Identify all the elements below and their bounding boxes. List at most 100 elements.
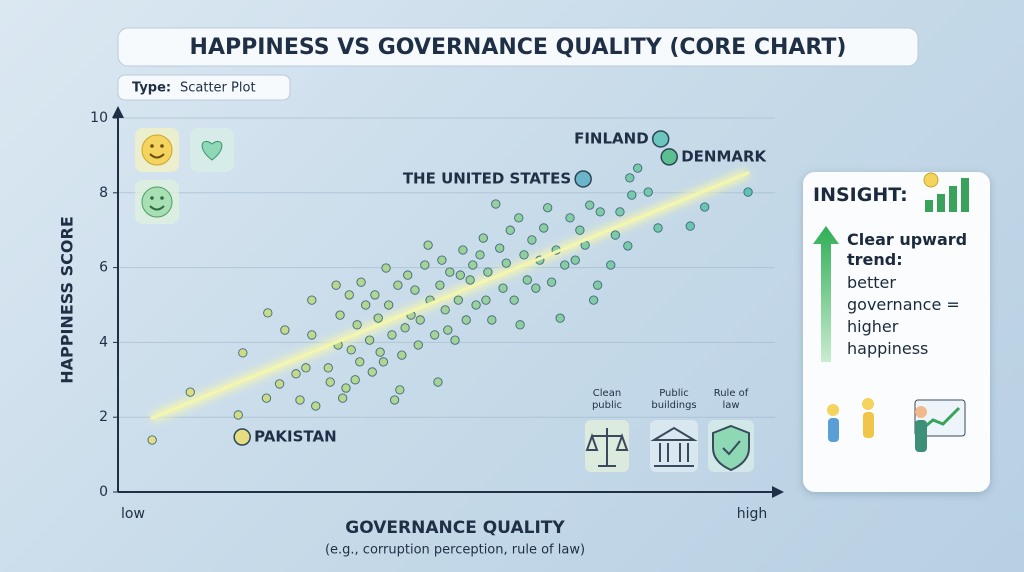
x-axis-subtitle: (e.g., corruption perception, rule of la… (325, 543, 585, 558)
point-label: DENMARK (681, 147, 767, 165)
point (420, 260, 430, 270)
point (498, 283, 508, 293)
point (478, 233, 488, 243)
point (445, 267, 455, 277)
point (491, 199, 501, 209)
insight-chart-icon (923, 172, 969, 212)
point (415, 315, 425, 325)
point (505, 225, 515, 235)
point (335, 310, 345, 320)
point (519, 250, 529, 260)
point (389, 395, 400, 405)
point (400, 323, 410, 333)
point (307, 330, 317, 340)
x-axis-arrow (772, 486, 784, 498)
point (325, 377, 335, 387)
x-low-label: low (121, 506, 145, 522)
point (700, 202, 710, 212)
point (461, 315, 471, 325)
point (355, 357, 365, 367)
point (238, 348, 248, 358)
y-tick-label: 8 (99, 185, 108, 201)
point (595, 207, 605, 217)
point (465, 275, 475, 285)
point (346, 345, 356, 355)
point (455, 270, 465, 280)
point (643, 187, 653, 197)
point (560, 260, 570, 270)
point (522, 275, 532, 285)
point (625, 173, 635, 183)
icon-label-line: buildings (651, 400, 696, 411)
point (301, 363, 311, 373)
icon-label-line: public (592, 400, 622, 411)
point (481, 295, 491, 305)
point (373, 313, 383, 323)
icon-label: Public buildings (651, 388, 696, 411)
point (515, 320, 525, 330)
governance-icons (585, 420, 754, 472)
point (471, 300, 481, 310)
point-label: THE UNITED STATES (403, 169, 571, 187)
point (295, 395, 305, 405)
point (338, 393, 348, 403)
icon-label: Clean public (592, 388, 622, 411)
y-axis-arrow (112, 106, 124, 118)
point (370, 290, 380, 300)
point (546, 277, 557, 287)
point (527, 235, 537, 245)
point (443, 325, 453, 335)
point (437, 255, 447, 265)
point (585, 200, 595, 210)
point (633, 163, 643, 173)
point (397, 350, 407, 360)
chart-title: HAPPINESS VS GOVERNANCE QUALITY (CORE CH… (190, 35, 847, 60)
point (352, 320, 362, 330)
icon-label-line: Public (659, 388, 689, 399)
point (413, 340, 423, 350)
point (610, 230, 620, 240)
point (627, 190, 637, 200)
point (395, 385, 405, 395)
highlight-point (651, 130, 670, 148)
point (261, 393, 272, 403)
point (307, 295, 317, 305)
point (565, 213, 575, 223)
point (274, 379, 285, 389)
point (509, 295, 519, 305)
point (555, 313, 565, 323)
point (311, 401, 321, 411)
point (514, 213, 524, 223)
highlight-point (660, 148, 678, 166)
point (592, 280, 603, 290)
point (378, 357, 389, 367)
type-box (117, 74, 291, 101)
point (410, 285, 420, 295)
point (501, 258, 511, 268)
point (393, 280, 403, 290)
point (361, 300, 371, 310)
point (475, 250, 485, 260)
point (450, 335, 460, 345)
point (433, 377, 443, 387)
icon-label: Rule of law (714, 388, 749, 411)
point (570, 255, 580, 265)
point (531, 283, 541, 293)
icon-label-line: Rule of (714, 388, 749, 399)
point (430, 330, 440, 340)
point (331, 280, 341, 290)
point (743, 187, 753, 197)
point (263, 308, 273, 318)
x-axis-title: GOVERNANCE QUALITY (345, 518, 565, 538)
point (483, 267, 493, 277)
icon-label-line: Clean (593, 388, 621, 399)
up-arrow (813, 226, 839, 362)
point (375, 347, 385, 357)
point (344, 290, 354, 300)
point (384, 300, 394, 310)
y-axis-title: HAPPINESS SCORE (58, 216, 77, 384)
point (685, 221, 695, 231)
y-tick-label: 0 (99, 484, 108, 500)
point (589, 295, 599, 305)
